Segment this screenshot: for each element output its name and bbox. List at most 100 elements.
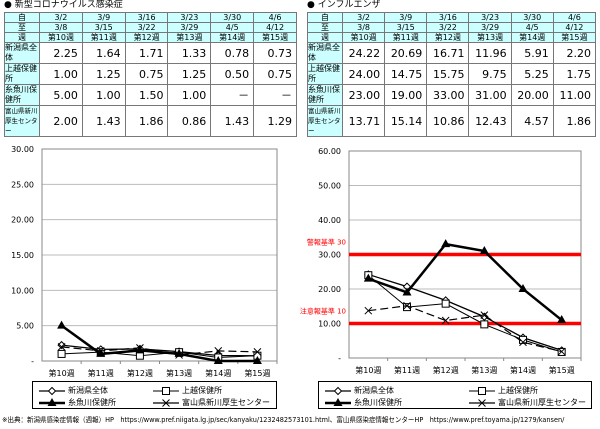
row-label: 富山県新川厚生センター [307, 105, 343, 137]
square-marker [478, 386, 486, 395]
flu-table: 自 3/2 3/9 3/16 3/23 3/30 4/6 至 3/8 3/15 3/22 3/29 4/… [307, 12, 597, 137]
y-tick-label: 30.00 [318, 251, 341, 260]
table-row: 富山県新川厚生センター 2.00 1.43 1.86 0.86 1.43 1.29 [4, 105, 297, 137]
covid-title: ● 新型コロナウイルス感染症 [4, 0, 123, 10]
legend-item: 新潟県全体 [39, 385, 108, 396]
y-tick-label: 25.00 [11, 180, 34, 189]
x-marker [253, 348, 262, 356]
x-tick-label: 第15週 [549, 365, 575, 375]
series-line [368, 305, 562, 353]
legend-swatch [325, 397, 351, 406]
y-tick-label: 30.00 [11, 145, 34, 154]
y-tick-label: 60.00 [318, 147, 341, 156]
x-tick-label: 第10週 [48, 368, 74, 378]
legend-item: 糸魚川保健所 [325, 397, 402, 408]
triangle-marker [135, 345, 145, 354]
x-tick-label: 第13週 [166, 368, 192, 378]
x-marker [57, 343, 66, 351]
series-line [368, 274, 562, 353]
x-marker [478, 398, 486, 407]
x-tick-label: 第12週 [433, 365, 459, 375]
legend-swatch [39, 386, 65, 395]
square-marker [162, 386, 170, 395]
square-marker [441, 299, 450, 308]
legend-label: 糸魚川保健所 [68, 398, 116, 407]
legend-item: 富山県新川厚生センター [469, 397, 586, 408]
y-tick-label: 10.00 [11, 286, 34, 295]
x-tick-label: 第11週 [394, 365, 420, 375]
legend-swatch [469, 386, 495, 395]
y-tick-label: 10.00 [318, 320, 341, 329]
value-cell: 12.43 [468, 105, 512, 137]
x-marker [214, 347, 223, 355]
y-tick-label: 20.00 [318, 285, 341, 294]
reference-label: 警報基準 30 [307, 238, 346, 247]
x-marker [441, 316, 450, 325]
value-cell: 1.43 [81, 105, 126, 137]
x-marker [480, 311, 489, 319]
legend-label: 上越保健所 [182, 386, 222, 395]
y-tick-label: 50.00 [318, 182, 341, 191]
row-label: 上越保健所 [307, 63, 343, 85]
diamond-marker [480, 312, 489, 321]
legend-item: 富山県新川厚生センター [153, 397, 270, 408]
legend-label: 糸魚川保健所 [354, 398, 402, 407]
y-tick-label: 5.00 [16, 322, 34, 331]
flu-legend: 新潟県全体 上越保健所糸魚川保健所 富山県新川厚生センター [318, 381, 592, 409]
x-tick-label: 第14週 [510, 365, 536, 375]
legend-swatch [39, 397, 65, 406]
triangle-marker [402, 287, 412, 296]
x-tick-label: 第13週 [471, 365, 497, 375]
triangle-marker [518, 284, 528, 292]
legend-swatch [153, 386, 179, 395]
table-row: 富山県新川厚生センター 13.71 15.14 10.86 12.43 4.57 1.86 [307, 105, 597, 137]
legend-swatch [153, 398, 179, 407]
value-cell: 1.86 [552, 105, 597, 137]
covid-table: 自 3/2 3/9 3/16 3/23 3/30 4/6 至 3/8 3/15 3/22 3/29 4/… [4, 12, 297, 137]
diamond-marker [47, 386, 57, 395]
y-tick-label: - [338, 354, 341, 363]
triangle-marker [213, 356, 223, 364]
triangle-marker [363, 273, 373, 282]
value-cell: 15.14 [384, 105, 428, 137]
legend-item: 上越保健所 [469, 385, 538, 396]
square-marker [480, 320, 489, 329]
source-footer: ※出典：新潟県感染症情報（週報）HP https://www.pref.niig… [2, 416, 565, 424]
y-tick-label: 40.00 [318, 216, 341, 225]
y-tick-label: 15.00 [11, 251, 34, 260]
legend-label: 新潟県全体 [354, 386, 394, 395]
triangle-marker [252, 356, 262, 364]
table-row: 上越保健所 1.00 1.25 0.75 1.25 0.50 0.75 [4, 63, 297, 85]
x-marker [136, 344, 144, 352]
triangle-marker [96, 348, 106, 357]
series-line [367, 242, 563, 322]
series-line [61, 351, 258, 358]
legend-label: 富山県新川厚生センター [182, 398, 270, 407]
legend-swatch [469, 398, 495, 407]
value-cell: 4.57 [510, 105, 554, 137]
triangle-marker [557, 315, 567, 324]
legend-item: 新潟県全体 [325, 385, 394, 396]
triangle-marker [333, 397, 343, 406]
legend-label: 上越保健所 [498, 386, 538, 395]
reference-label: 注意報基準 10 [300, 307, 346, 316]
triangle-marker [441, 239, 451, 248]
value-cell: 10.86 [426, 105, 470, 137]
series-line [60, 324, 258, 363]
series-line [368, 273, 562, 352]
triangle-marker [47, 397, 57, 406]
square-marker [57, 349, 66, 358]
value-cell: 1.86 [124, 105, 169, 137]
row-label: 富山県新川厚生センター [4, 105, 40, 137]
x-tick-label: 第10週 [355, 365, 381, 375]
y-tick-label: - [31, 357, 34, 366]
triangle-marker [57, 320, 67, 329]
covid-chart: - 5.00 10.00 15.00 20.00 25.00 30.00 第10週 第11週 第1… [11, 145, 278, 378]
flu-chart: - 10.00 20.00 30.00 40.00 50.00 60.00 第10週 第11週 第… [300, 147, 582, 375]
x-marker [519, 338, 527, 347]
y-tick-label: 20.00 [11, 216, 34, 225]
row-label: 糸魚川保健所 [307, 84, 343, 106]
x-tick-label: 第12週 [127, 368, 153, 378]
row-label: 上越保健所 [4, 63, 40, 85]
table-row: 糸魚川保健所 23.00 19.00 33.00 31.00 20.00 11.00 [307, 84, 597, 106]
